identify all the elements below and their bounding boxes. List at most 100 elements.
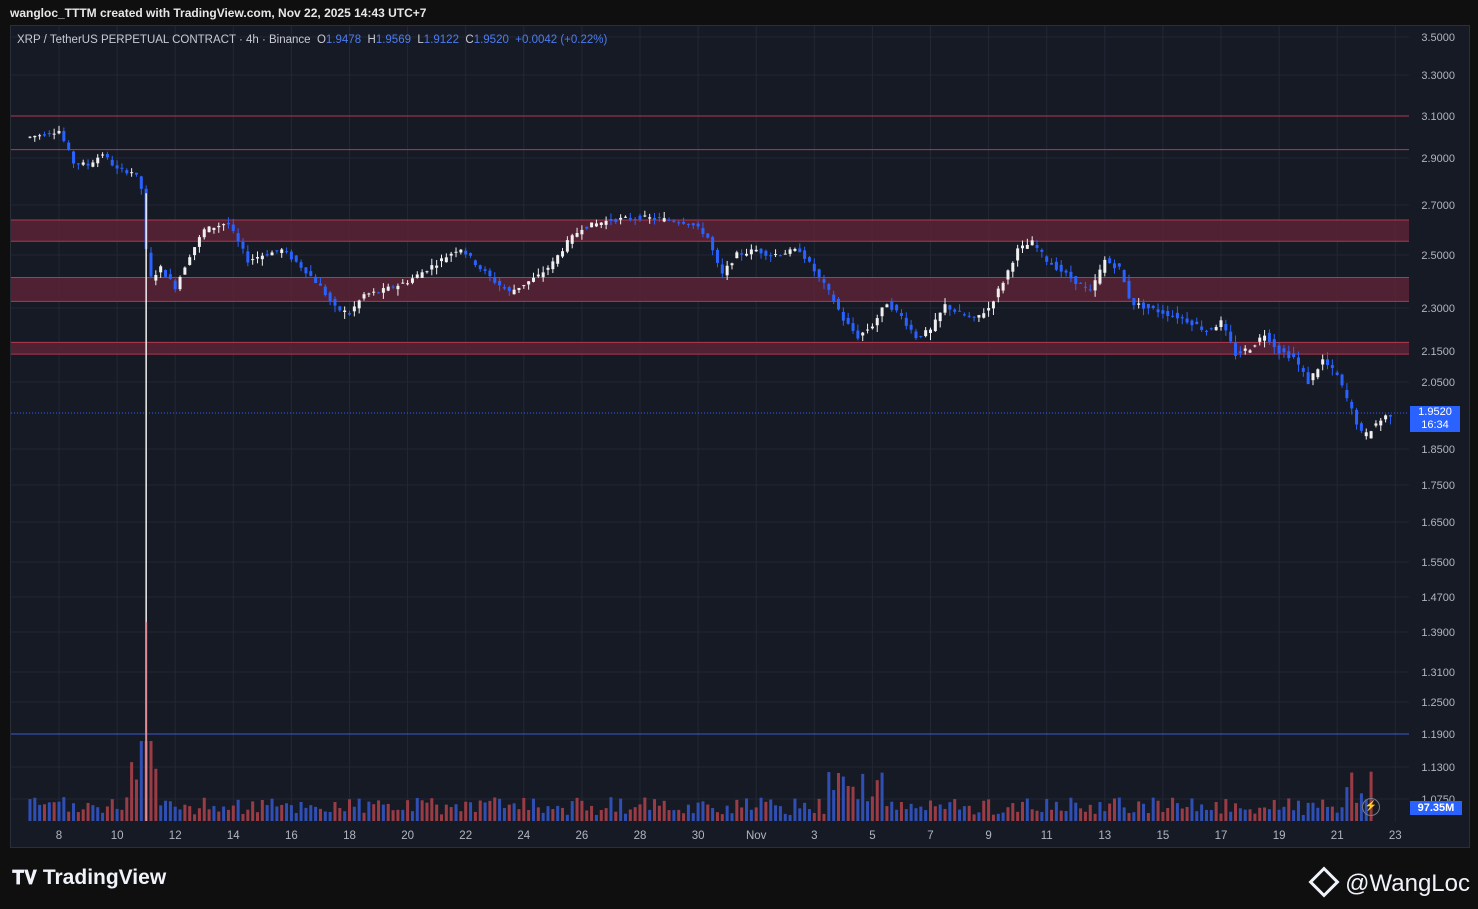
candle-body: [1122, 270, 1126, 283]
candle-body: [619, 217, 623, 220]
volume-bar: [662, 800, 666, 821]
volume-bar: [275, 806, 279, 821]
candle-body: [96, 157, 100, 164]
open-label: O: [316, 34, 326, 46]
volume-bar: [953, 799, 957, 821]
candle-body: [1190, 320, 1194, 326]
time-axis-label: 17: [1215, 830, 1228, 842]
volume-bar: [1326, 806, 1330, 821]
candle-body: [1229, 331, 1233, 342]
volume-bar: [769, 799, 773, 821]
candle-body: [628, 217, 632, 220]
volume-bar: [1040, 812, 1044, 821]
volume-bar: [851, 786, 855, 821]
price-chart[interactable]: 3.5000 3.3000 3.1000 2.9000 2.7000 2.5000 2.30…: [0, 0, 1478, 848]
volume-bar: [832, 789, 836, 821]
candle-body: [725, 265, 729, 276]
volume-bar: [338, 808, 342, 821]
tradingview-logo[interactable]: 𝐓𝐕 TradingView: [12, 866, 166, 890]
volume-bar: [841, 776, 845, 821]
candle-body: [1355, 409, 1359, 425]
candle-body: [270, 252, 274, 256]
candle-body: [377, 292, 381, 294]
candle-body: [222, 224, 226, 226]
candle-body: [933, 319, 937, 332]
volume-bar: [1335, 812, 1339, 821]
candle-body: [314, 276, 318, 283]
volume-bar: [653, 799, 657, 821]
candle-body: [265, 254, 269, 256]
volume-bar: [1253, 813, 1257, 821]
candle-body: [212, 227, 216, 231]
candle-body: [357, 300, 361, 309]
candle-body: [134, 172, 138, 175]
volume-bar: [164, 800, 168, 821]
volume-bar: [778, 806, 782, 821]
time-axis-label: 12: [169, 830, 182, 842]
volume-bar: [672, 810, 676, 821]
candle-body: [207, 226, 211, 233]
volume-bar: [720, 814, 724, 821]
last-price-value: 1.9520: [1418, 406, 1452, 418]
volume-bar: [76, 812, 80, 821]
candle-body: [202, 229, 206, 238]
price-axis-label: 1.5500: [1421, 557, 1455, 569]
candle-body: [996, 288, 1000, 298]
volume-bar: [1122, 807, 1126, 821]
volume-bar: [929, 800, 932, 821]
volume-bar: [599, 809, 603, 821]
candle-body: [47, 133, 51, 135]
candle-body: [1112, 263, 1116, 269]
volume-bar: [401, 809, 405, 821]
volume-bar: [909, 803, 913, 821]
volume-bar: [1151, 797, 1155, 821]
volume-bar: [633, 807, 637, 821]
time-axis-label: 21: [1331, 830, 1344, 842]
candle-body: [672, 220, 676, 222]
volume-bar: [256, 812, 260, 821]
candle-body: [1151, 305, 1155, 308]
volume-bar: [1234, 803, 1238, 821]
volume-bar: [396, 809, 400, 821]
candle-body: [870, 326, 874, 329]
time-axis-label: 18: [343, 830, 356, 842]
candle-body: [599, 222, 603, 225]
candle-body: [837, 299, 841, 310]
candle-body: [149, 252, 153, 277]
volume-bar: [323, 811, 327, 821]
volume-bar: [367, 801, 371, 821]
candle-body: [807, 257, 811, 262]
volume-bar: [561, 807, 565, 821]
candle-body: [159, 266, 163, 273]
candle-body: [531, 277, 535, 282]
volume-bar: [1137, 801, 1141, 821]
price-axis-label: 3.5000: [1421, 32, 1455, 44]
volume-bar: [1224, 799, 1228, 821]
candle-body: [323, 286, 327, 296]
candle-body: [609, 219, 613, 221]
time-axis-label: 13: [1098, 830, 1111, 842]
volume-bar: [449, 807, 453, 821]
candle-body: [86, 163, 90, 166]
volume-bar: [178, 809, 182, 821]
candle-body: [778, 255, 782, 257]
volume-bar: [1190, 798, 1194, 821]
candle-body: [52, 133, 56, 135]
volume-bar: [391, 810, 395, 821]
volume-bar: [837, 773, 841, 821]
lightning-icon[interactable]: ⚡: [1362, 798, 1380, 816]
volume-bar: [406, 800, 410, 821]
candle-body: [81, 162, 85, 165]
volume-bar: [1054, 801, 1058, 821]
chart-panel[interactable]: [10, 25, 1470, 848]
candle-body: [561, 251, 565, 257]
candle-body: [987, 308, 991, 311]
volume-bar: [1292, 810, 1296, 821]
volume-bar: [154, 768, 158, 821]
candle-body: [483, 269, 487, 271]
volume-bar: [343, 811, 347, 821]
volume-bar: [47, 802, 51, 821]
candle-body: [812, 263, 816, 272]
candle-body: [1296, 357, 1300, 365]
candle-body: [72, 151, 76, 164]
